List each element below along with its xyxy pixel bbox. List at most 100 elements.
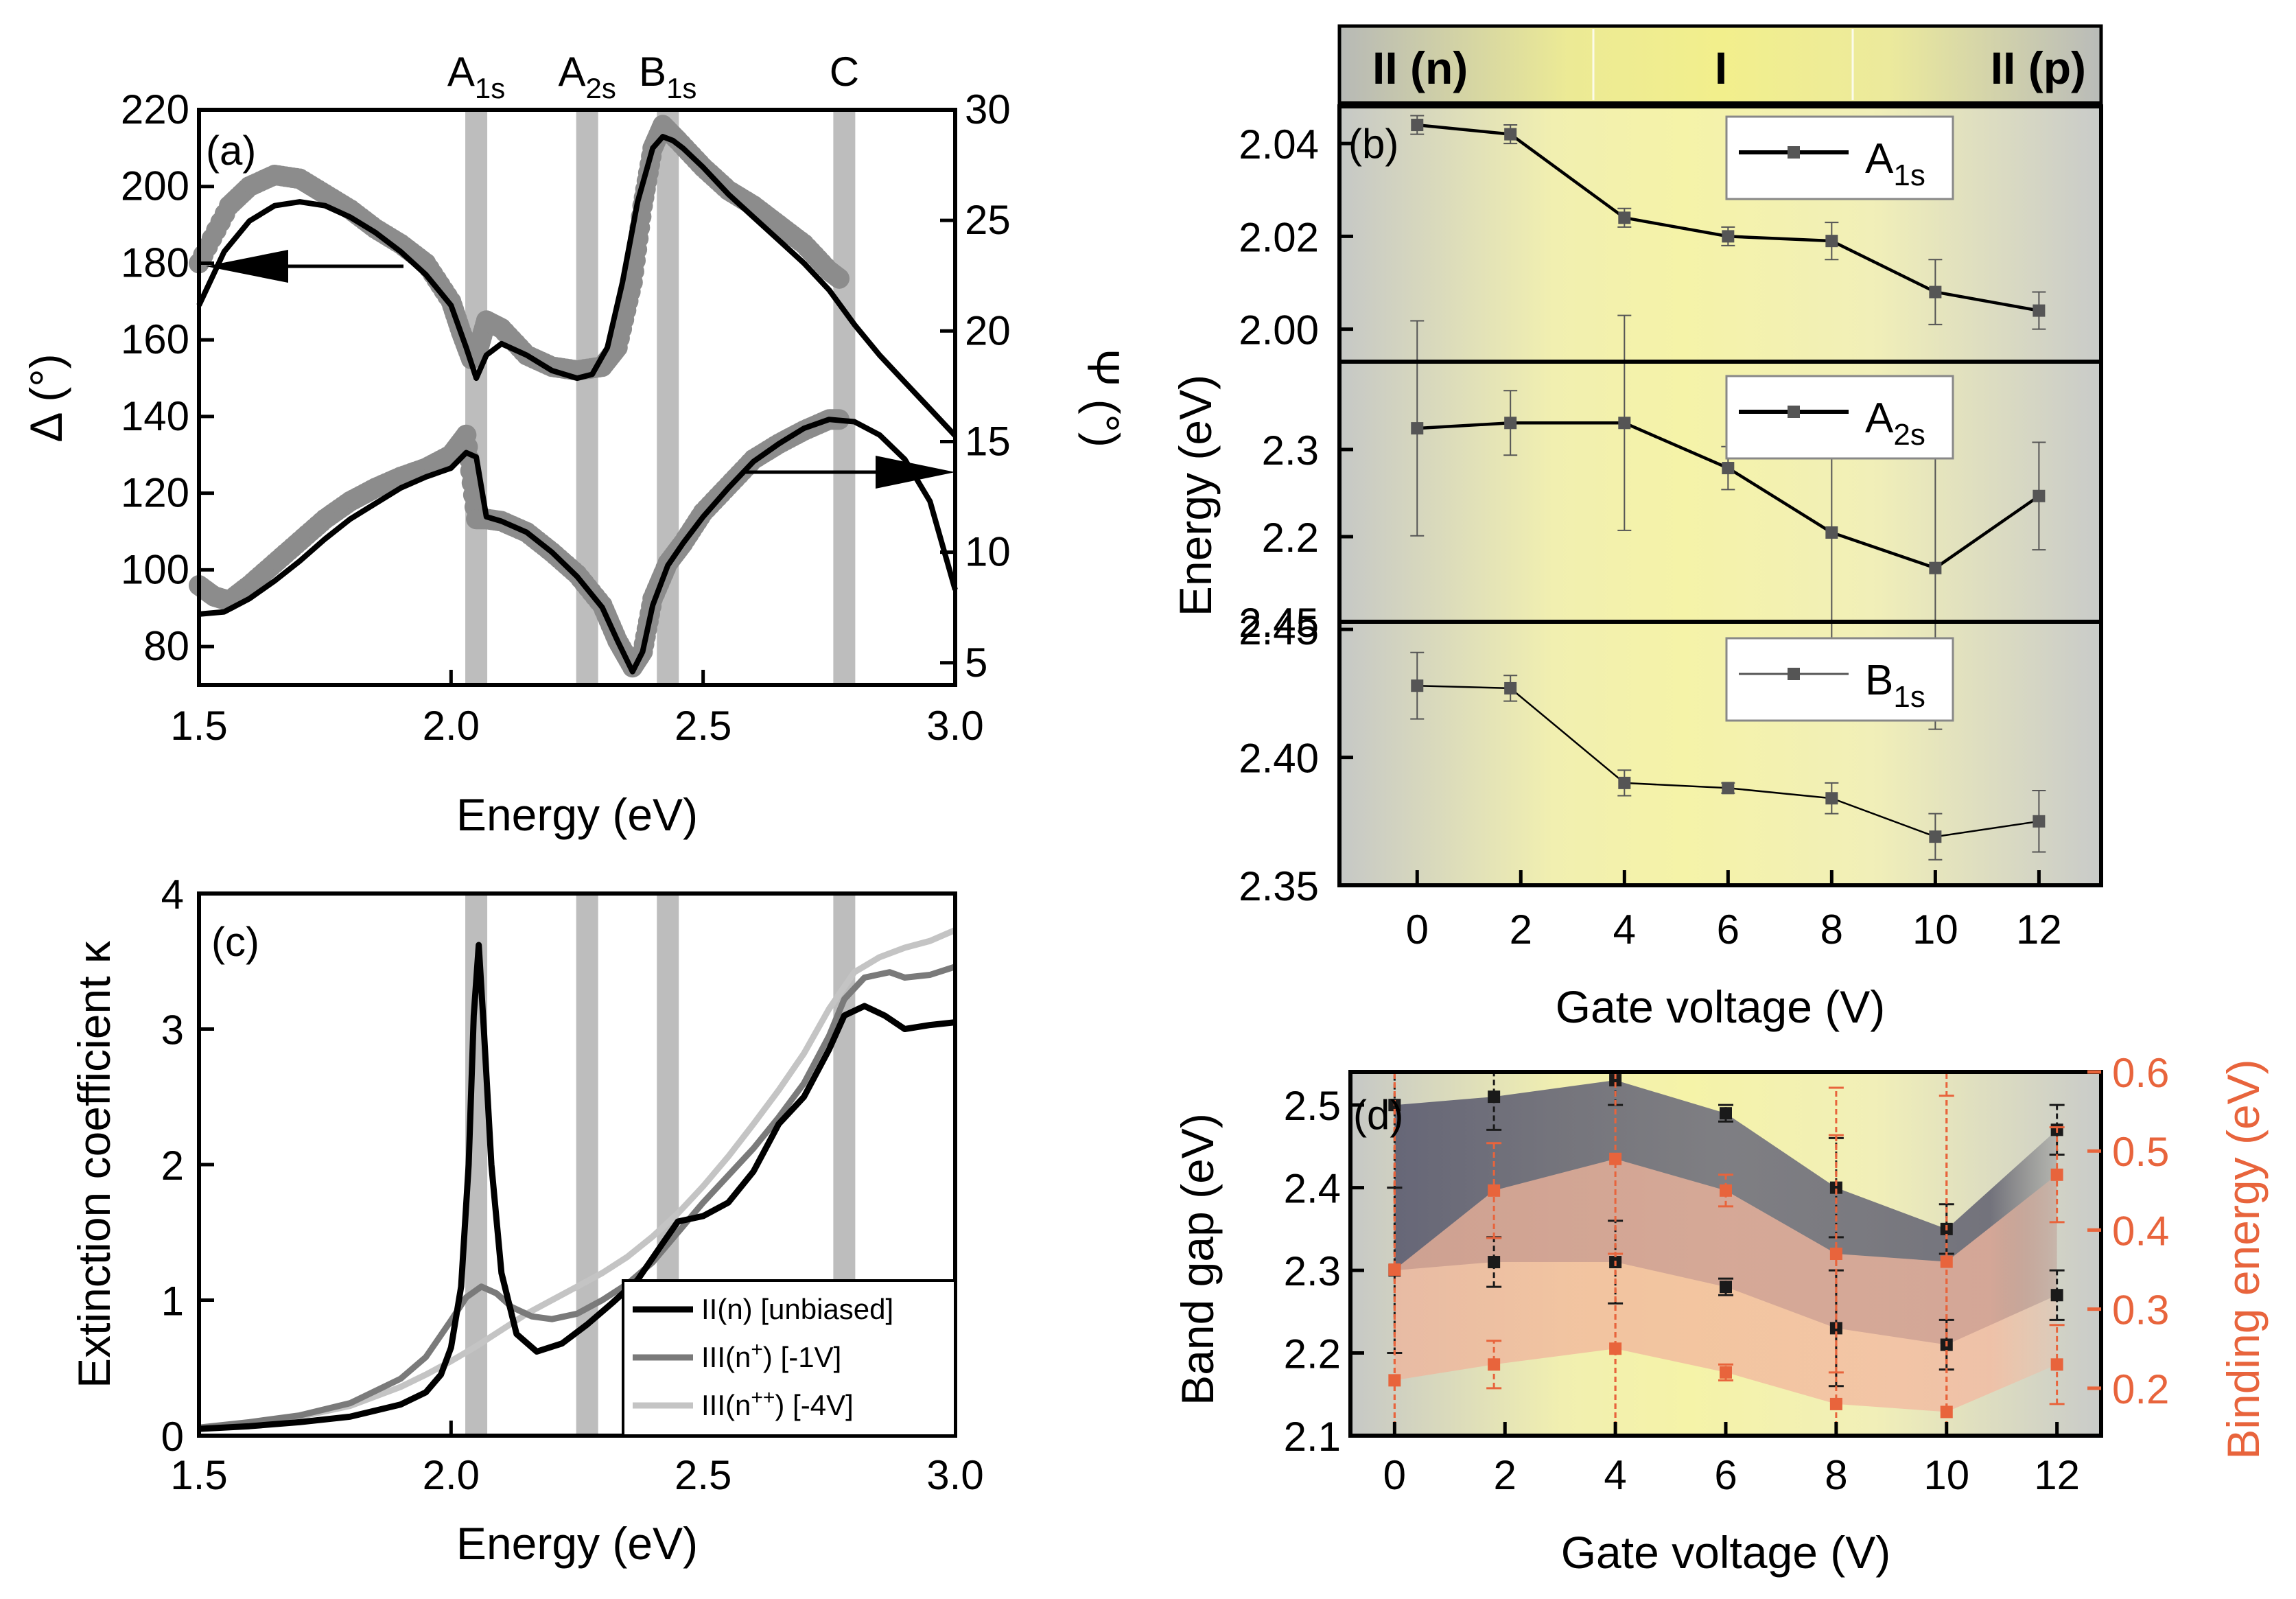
d-y-tick-left-label: 2.4 [1284, 1166, 1341, 1212]
d-bandgap-upper-point [1829, 1181, 1842, 1194]
d-bandgap-upper-point [1720, 1107, 1732, 1120]
a-band-label-0: A1s [447, 49, 505, 104]
d-x-label: Gate voltage (V) [1561, 1527, 1891, 1578]
a-y-tick-left-label: 120 [121, 470, 189, 516]
b-y-tick-label: 2.02 [1239, 214, 1319, 260]
b-frame [1337, 104, 2103, 887]
c-y-tick-label: 3 [161, 1007, 184, 1053]
d-binding-upper-point [2050, 1168, 2063, 1181]
b-data-point [2033, 304, 2046, 317]
d-binding-lower-point [2050, 1358, 2063, 1371]
b-x-tick-label: 4 [1613, 907, 1636, 953]
b-data-point [1929, 561, 1942, 574]
c-x-tick-label: 1.5 [170, 1452, 227, 1498]
b-legend-2: B1s [1725, 637, 1954, 722]
c-axes: 1.5 2.0 2.5 3.0 0 1 2 3 4 [161, 872, 984, 1498]
b-y-tick-label: 2.2 [1262, 515, 1319, 561]
b-y-tick-label: 2.35 [1239, 863, 1319, 909]
b-data-point [1722, 230, 1735, 243]
d-x-tick-label: 10 [1923, 1452, 1969, 1498]
d-y-tick-right-label: 0.5 [2112, 1129, 2169, 1175]
d-y-label-right: Binding energy (eV) [2218, 1059, 2269, 1459]
c-x-tick-label: 2.0 [423, 1452, 480, 1498]
d-x-tick-label: 6 [1714, 1452, 1737, 1498]
d-bandgap-upper-point [1609, 1074, 1622, 1087]
c-panel-label: (c) [211, 919, 259, 965]
a-exciton-bands [465, 110, 856, 685]
d-panel-label: (d) [1353, 1092, 1403, 1138]
a-band-label-3: C [830, 49, 859, 95]
panel-d: 0 2 4 6 8 10 122.12.22.32.42.50.20.30.40.50.6 … [1172, 1050, 2269, 1578]
b-data-point [1618, 211, 1631, 224]
b-data-point [1825, 526, 1838, 539]
a-y-tick-right-label: 30 [965, 86, 1011, 132]
d-y-tick-left-label: 2.2 [1284, 1331, 1341, 1377]
b-data-point [1929, 830, 1942, 843]
a-band-label-base: A [558, 49, 585, 95]
d-y-tick-left-label: 2.3 [1284, 1248, 1341, 1294]
a-y-tick-left-label: 140 [121, 393, 189, 439]
c-y-tick-label: 0 [161, 1414, 184, 1460]
b-data-point [1722, 462, 1735, 475]
c-y-label: Extinction coefficient κ [69, 940, 119, 1388]
b-x-tick-label: 10 [1912, 907, 1958, 953]
a-y-tick-left-label: 80 [143, 623, 189, 669]
d-x-tick-label: 8 [1825, 1452, 1847, 1498]
a-band-labels: A1s A2s B1s C [447, 49, 859, 104]
a-y-tick-right-label: 10 [965, 529, 1011, 575]
a-y-tick-right-label: 15 [965, 418, 1011, 464]
a-band-label-2: B1s [639, 49, 696, 104]
a-band-label-base: A [447, 49, 475, 95]
b-region-middle: I [1715, 43, 1727, 93]
a-psi-fit-line [198, 417, 958, 675]
c-legend: II(n) [unbiased] III(n+) [-1V] III(n++) … [622, 1279, 957, 1437]
a-frame [197, 108, 957, 687]
d-y-tick-right-label: 0.4 [2112, 1208, 2169, 1254]
svg-text:B1s: B1s [1865, 657, 1925, 714]
d-y-tick-right-label: 0.3 [2112, 1287, 2169, 1333]
c-series [198, 927, 957, 1432]
d-x-tick-label: 2 [1494, 1452, 1516, 1498]
b-region-right: II (p) [1991, 43, 2086, 93]
b-y-tick-label: 2.00 [1239, 307, 1319, 353]
c-x-tick-label: 2.5 [675, 1452, 731, 1498]
b-x-tick-label: 8 [1820, 907, 1843, 953]
b-data-point [2033, 489, 2046, 502]
a-band-label-sub: 2s [586, 72, 616, 104]
d-binding-lower-point [1829, 1397, 1842, 1410]
b-data-point [1825, 235, 1838, 248]
d-binding-lower-point [1609, 1342, 1622, 1355]
b-data-point [1618, 776, 1631, 789]
b-region-bar [1337, 24, 2103, 105]
arrow-to-left-axis [206, 250, 403, 283]
svg-text:A1s: A1s [1865, 135, 1925, 192]
a-panel-label: (a) [206, 128, 256, 174]
b-y-tick-label: 2.04 [1239, 121, 1319, 167]
c-series-line-1 [198, 964, 957, 1431]
a-x-tick-label: 3.0 [926, 703, 983, 749]
a-y-tick-right-label: 25 [965, 197, 1011, 243]
d-binding-upper-point [1720, 1184, 1732, 1197]
d-bandgap-lower-point [1488, 1256, 1501, 1269]
a-x-tick-label: 2.0 [423, 703, 480, 749]
d-x-tick-label: 12 [2034, 1452, 2080, 1498]
b-data-point [1504, 417, 1517, 430]
a-band-label-base: B [639, 49, 666, 95]
b-y-tick-label: 2.40 [1239, 736, 1319, 782]
a-y-tick-left-label: 100 [121, 546, 189, 592]
a-y-tick-right-label: 20 [965, 307, 1011, 353]
c-x-label: Energy (eV) [456, 1518, 698, 1569]
b-data-point [1411, 679, 1424, 692]
a-band-0 [465, 110, 488, 685]
d-bandgap-upper-point [1488, 1090, 1501, 1104]
b-y-tick-label: 2.45 [1239, 600, 1319, 646]
c-legend-0: II(n) [unbiased] [701, 1293, 893, 1325]
a-y-label-right: Ψ (°) [1078, 349, 1129, 447]
d-x-tick-label: 4 [1604, 1452, 1626, 1498]
c-series-line-2 [198, 927, 957, 1432]
b-region-left: II (n) [1372, 43, 1468, 93]
c-series-line-0 [198, 942, 956, 1432]
a-y-tick-left-label: 180 [121, 240, 189, 285]
c-x-tick-label: 3.0 [926, 1452, 983, 1498]
